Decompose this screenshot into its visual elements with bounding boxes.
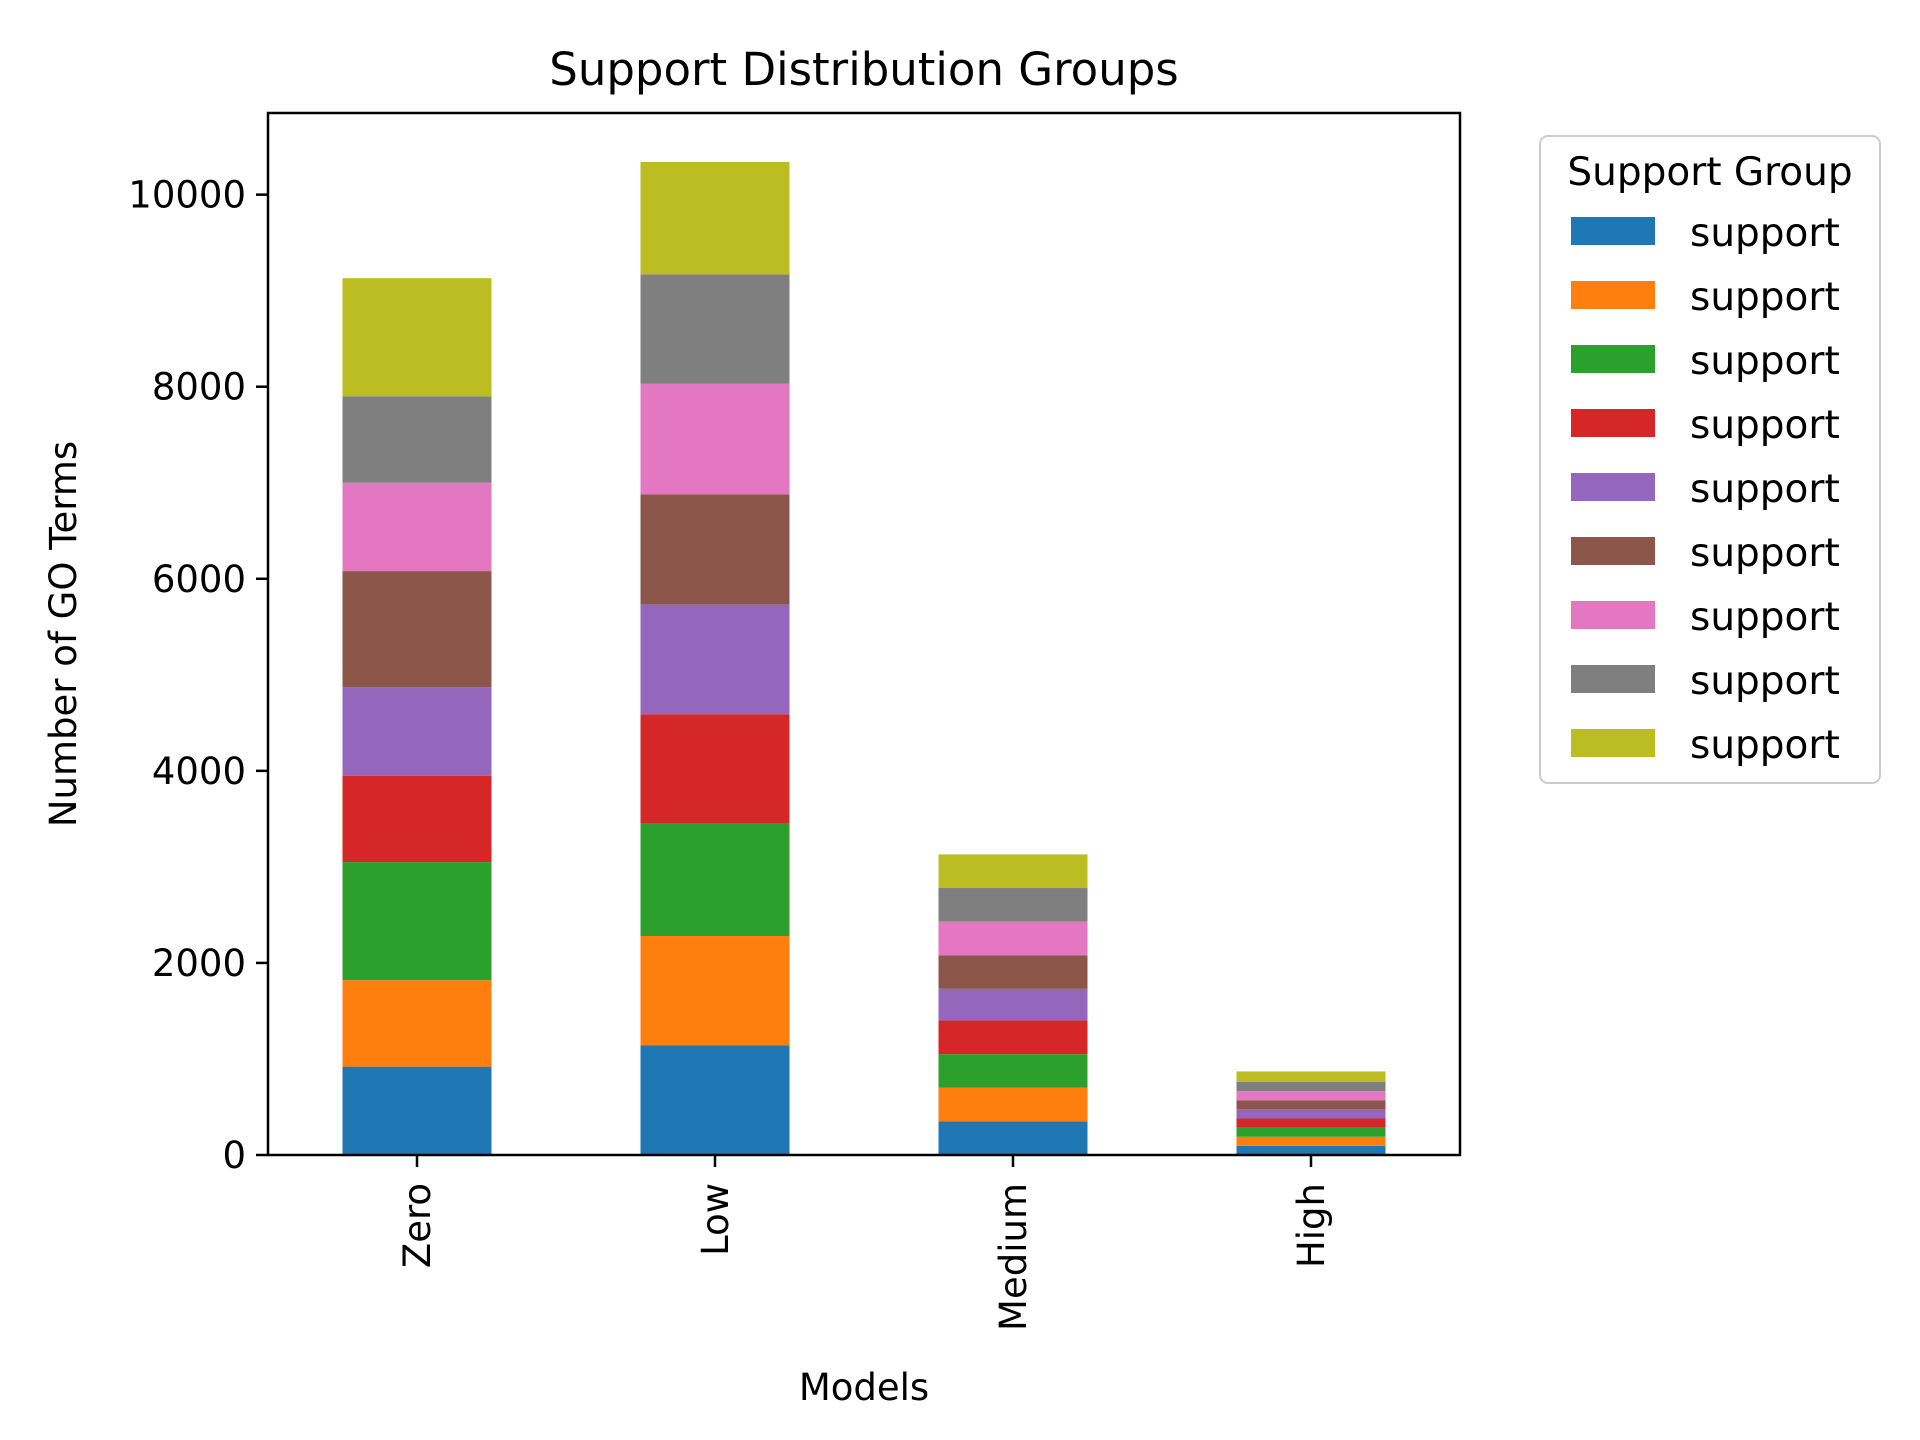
bar-segment-medium-5	[938, 988, 1088, 1021]
bar-segment-medium-8	[938, 888, 1088, 922]
legend-swatch	[1571, 729, 1655, 757]
bar-segment-low-5	[640, 604, 790, 715]
bar-segment-zero-6	[342, 571, 492, 688]
bar-segment-low-2	[640, 936, 790, 1046]
x-axis-label: Models	[799, 1366, 929, 1409]
bar-segment-medium-4	[938, 1020, 1088, 1055]
bar-segment-low-9	[640, 161, 790, 275]
x-tick-label: Low	[694, 1183, 737, 1256]
legend-swatch	[1571, 281, 1655, 309]
legend-label: support	[1690, 659, 1840, 704]
bar-segment-zero-1	[342, 1066, 492, 1155]
bar-segment-high-4	[1236, 1118, 1386, 1128]
legend-label: support	[1690, 211, 1840, 256]
bar-segment-zero-2	[342, 980, 492, 1067]
bar-segment-low-4	[640, 714, 790, 824]
bar-segment-low-8	[640, 274, 790, 384]
bar-segment-high-1	[1236, 1145, 1386, 1155]
legend-swatch	[1571, 473, 1655, 501]
x-tick-label: High	[1290, 1183, 1333, 1268]
y-axis: 0 2000 4000 6000 8000 10000	[128, 174, 268, 1177]
bar-segment-medium-2	[938, 1087, 1088, 1122]
legend-swatch	[1571, 217, 1655, 245]
bar-segment-high-2	[1236, 1136, 1386, 1146]
bar-segment-zero-5	[342, 687, 492, 776]
legend-swatch	[1571, 537, 1655, 565]
legend-label: support	[1690, 531, 1840, 576]
legend-swatch	[1571, 665, 1655, 693]
legend-label: support	[1690, 723, 1840, 768]
x-axis: Zero Low Medium High	[396, 1155, 1333, 1331]
x-tick-label: Medium	[992, 1183, 1035, 1331]
bar-segment-high-6	[1236, 1100, 1386, 1110]
legend-label: support	[1690, 595, 1840, 640]
y-tick-label: 6000	[152, 558, 246, 601]
bar-segment-low-1	[640, 1045, 790, 1155]
y-tick-label: 2000	[152, 942, 246, 985]
bar-segment-zero-7	[342, 482, 492, 572]
legend-label: support	[1690, 467, 1840, 512]
y-axis-label: Number of GO Terms	[42, 441, 85, 827]
bar-segment-medium-7	[938, 921, 1088, 956]
y-tick-label: 0	[222, 1134, 246, 1177]
legend-label: support	[1690, 403, 1840, 448]
bar-segment-zero-9	[342, 278, 492, 397]
bar-segment-high-8	[1236, 1082, 1386, 1092]
legend-swatch	[1571, 345, 1655, 373]
bar-segment-high-5	[1236, 1109, 1386, 1119]
legend-label: support	[1690, 275, 1840, 320]
bar-segment-high-3	[1236, 1127, 1386, 1137]
bar-segment-low-6	[640, 494, 790, 605]
bar-segment-low-7	[640, 383, 790, 495]
bar-segment-medium-9	[938, 854, 1088, 889]
bar-segment-medium-6	[938, 955, 1088, 989]
legend-label: support	[1690, 339, 1840, 384]
y-tick-label: 8000	[152, 366, 246, 409]
legend-title: Support Group	[1567, 150, 1852, 195]
y-tick-label: 4000	[152, 750, 246, 793]
x-tick-label: Zero	[396, 1183, 439, 1268]
bars-group	[342, 161, 1386, 1155]
bar-segment-high-7	[1236, 1091, 1386, 1101]
bar-segment-medium-3	[938, 1054, 1088, 1088]
y-tick-label: 10000	[128, 174, 246, 217]
bar-segment-high-9	[1236, 1071, 1386, 1083]
legend-items: support support support support support suppo…	[1571, 211, 1840, 768]
chart-title: Support Distribution Groups	[549, 43, 1178, 96]
bar-segment-zero-4	[342, 775, 492, 863]
legend-swatch	[1571, 409, 1655, 437]
bar-segment-zero-8	[342, 396, 492, 483]
bar-segment-zero-3	[342, 862, 492, 981]
plot-frame	[266, 111, 1462, 1157]
bar-segment-low-3	[640, 823, 790, 937]
legend: Support Group supportsupportsupportsuppo…	[1539, 135, 1881, 784]
legend-swatch	[1571, 601, 1655, 629]
bar-segment-medium-1	[938, 1121, 1088, 1155]
